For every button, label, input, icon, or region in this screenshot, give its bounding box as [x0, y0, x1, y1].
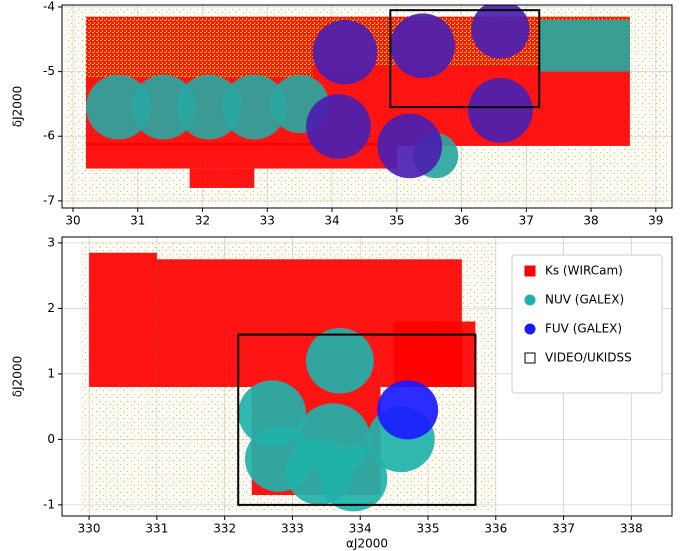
- x-tick-label: 39: [648, 214, 663, 228]
- x-tick-label: 37: [519, 214, 534, 228]
- legend-label: VIDEO/UKIDSS: [545, 351, 632, 365]
- x-tick-label: 38: [583, 214, 598, 228]
- legend-label: NUV (GALEX): [545, 293, 624, 307]
- x-tick-label: 338: [620, 522, 643, 536]
- x-tick-label: 32: [195, 214, 210, 228]
- x-tick-label: 30: [65, 214, 80, 228]
- legend-label: FUV (GALEX): [545, 322, 622, 336]
- x-tick-label: 336: [484, 522, 507, 536]
- field: [85, 74, 151, 140]
- y-tick-label: 2: [47, 301, 55, 315]
- y-tick-label: -5: [43, 64, 55, 78]
- region: [85, 16, 313, 79]
- region: [89, 252, 157, 387]
- field: [306, 94, 371, 159]
- x-tick-label: 333: [281, 522, 304, 536]
- legend-marker: [524, 265, 536, 277]
- x-tick-label: 33: [260, 214, 275, 228]
- field: [471, 5, 530, 59]
- x-axis-label: αJ2000: [346, 537, 388, 551]
- field: [285, 439, 354, 505]
- region: [389, 9, 541, 109]
- x-tick-label: 334: [349, 522, 372, 536]
- region: [237, 333, 477, 506]
- y-tick-label: -4: [43, 0, 55, 13]
- field: [468, 78, 533, 143]
- region: [539, 19, 630, 72]
- x-tick-label: 31: [130, 214, 145, 228]
- plot-area: [66, 5, 669, 205]
- y-tick-label: -7: [43, 193, 55, 207]
- legend-marker: [524, 352, 536, 364]
- y-tick-label: -6: [43, 129, 55, 143]
- field: [377, 380, 439, 440]
- x-tick-label: 36: [454, 214, 469, 228]
- plot-area: [82, 242, 496, 512]
- field: [306, 328, 374, 394]
- x-tick-label: 34: [324, 214, 339, 228]
- y-tick-label: -1: [43, 497, 55, 511]
- x-tick-label: 337: [552, 522, 575, 536]
- frame: [61, 4, 673, 209]
- frame: [61, 236, 673, 517]
- x-tick-label: 335: [417, 522, 440, 536]
- field: [377, 113, 443, 179]
- y-tick-label: 1: [47, 366, 55, 380]
- region: [189, 168, 255, 188]
- legend-box: [511, 254, 663, 394]
- x-tick-label: 330: [78, 522, 101, 536]
- legend-label: Ks (WIRCam): [545, 264, 623, 278]
- x-tick-label: 332: [213, 522, 236, 536]
- field: [312, 19, 378, 85]
- legend-marker: [524, 323, 536, 335]
- field: [390, 13, 456, 79]
- region: [394, 321, 476, 387]
- field: [176, 74, 242, 140]
- y-axis-label: δJ2000: [11, 356, 25, 397]
- y-tick-label: 3: [47, 235, 55, 249]
- x-tick-label: 35: [389, 214, 404, 228]
- x-tick-label: 331: [145, 522, 168, 536]
- y-tick-label: 0: [47, 432, 55, 446]
- legend-marker: [524, 294, 536, 306]
- field: [221, 74, 287, 140]
- field: [131, 74, 197, 140]
- y-axis-label: δJ2000: [11, 86, 25, 127]
